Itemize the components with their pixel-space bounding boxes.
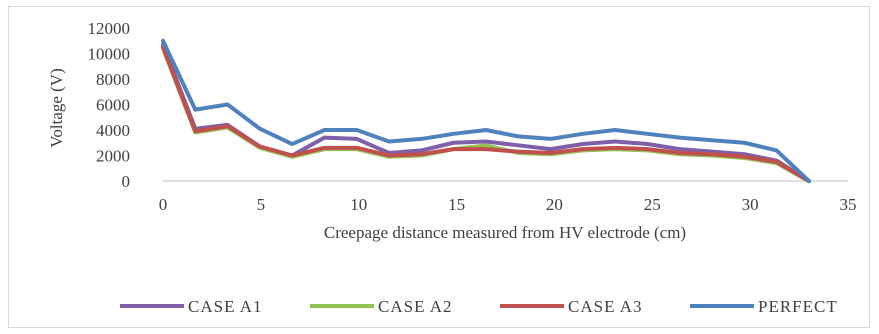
x-tick-label: 0 [159, 195, 168, 214]
legend-label: CASE A2 [378, 297, 453, 316]
x-tick-label: 10 [350, 195, 367, 214]
legend: CASE A1 CASE A2 CASE A3 PERFECT [120, 297, 838, 316]
y-tick-label: 4000 [96, 121, 130, 140]
x-axis-ticks: 0 5 10 15 20 25 30 35 [159, 195, 857, 214]
x-tick-label: 20 [546, 195, 563, 214]
y-axis-title: Voltage (V) [47, 68, 66, 147]
x-tick-label: 30 [742, 195, 759, 214]
x-tick-label: 5 [257, 195, 266, 214]
legend-label: CASE A3 [568, 297, 643, 316]
series-lines [161, 38, 811, 183]
legend-label: PERFECT [758, 297, 838, 316]
y-tick-label: 2000 [96, 147, 130, 166]
legend-label: CASE A1 [188, 297, 263, 316]
chart-area [8, 6, 870, 328]
series-line-case-a2 [161, 46, 811, 183]
x-tick-label: 15 [448, 195, 465, 214]
series-line-case-a3 [161, 45, 811, 183]
y-tick-label: 0 [122, 172, 131, 191]
series-line-case-a1 [161, 42, 811, 183]
y-tick-label: 10000 [88, 45, 131, 64]
series-line-perfect [161, 38, 811, 183]
y-tick-label: 8000 [96, 70, 130, 89]
x-tick-label: 25 [644, 195, 661, 214]
x-tick-label: 35 [840, 195, 857, 214]
y-tick-label: 12000 [88, 19, 131, 38]
y-tick-label: 6000 [96, 96, 130, 115]
y-axis-ticks: 0 2000 4000 6000 8000 10000 12000 [88, 19, 131, 191]
x-axis-title: Creepage distance measured from HV elect… [324, 223, 686, 242]
